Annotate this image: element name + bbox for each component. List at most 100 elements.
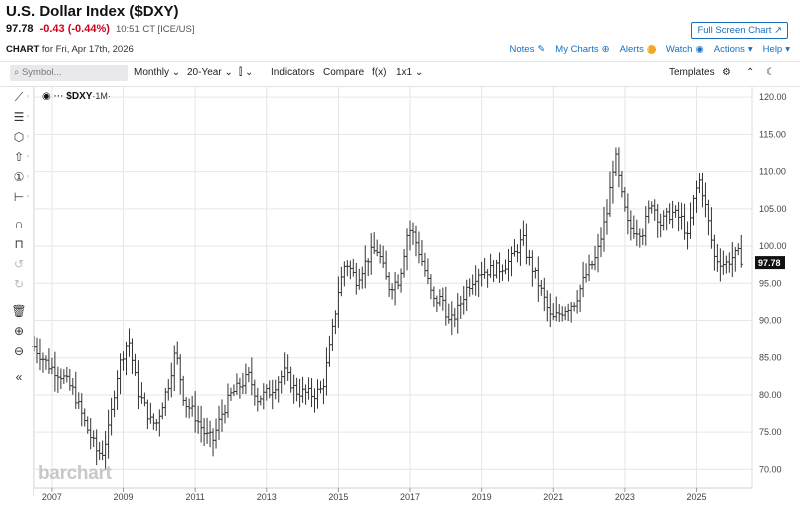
chart-type-dropdown[interactable]: ⫿ ⌄ [239, 67, 254, 78]
ohlc-bar [250, 357, 254, 396]
ohlc-bar [226, 383, 230, 418]
gear-icon[interactable]: ⚙ [722, 67, 731, 78]
ohlc-bar [632, 215, 636, 239]
ohlc-bar [500, 264, 505, 281]
ohlc-bar [77, 392, 81, 409]
ohlc-bar [253, 379, 257, 406]
ohlc-bar [438, 289, 442, 307]
page-title: U.S. Dollar Index ($DXY) [6, 3, 179, 20]
ohlc-bar [727, 252, 731, 273]
ohlc-bar [312, 388, 317, 413]
layout-dropdown[interactable]: 1x1 ⌄ [396, 67, 424, 78]
annotation-icon[interactable]: ① › [13, 170, 29, 184]
ohlc-bar [506, 248, 511, 282]
ohlc-bar [378, 244, 382, 264]
shape-icon[interactable]: ⬡ › [13, 130, 29, 144]
compare-button[interactable]: Compare [323, 67, 365, 78]
actions-menu[interactable]: Actions ▾ [713, 44, 753, 55]
moon-icon[interactable]: ☾ [766, 67, 775, 78]
pencil-icon[interactable]: ⟋ › [14, 90, 29, 104]
x-axis: 2007 2009 2011 2013 2015 2017 2019 2021 2023 2025 [34, 487, 752, 502]
arrow-up-icon[interactable]: ⇧ › [13, 150, 29, 164]
search-icon: ⌕ [14, 67, 20, 78]
ohlc-bar [289, 366, 293, 393]
ohlc-bar [56, 366, 60, 393]
symbol-search-input[interactable]: ⌕ Symbol... [10, 65, 128, 81]
eye-icon: ◉ [695, 44, 704, 55]
ohlc-bar [223, 404, 227, 424]
ohlc-bar [572, 302, 576, 312]
ohlc-bar [47, 348, 51, 374]
indicators-button[interactable]: Indicators [271, 67, 315, 78]
ohlc-bar [674, 205, 678, 218]
x-tick-label: 2007 [42, 492, 62, 502]
ohlc-bar [384, 250, 388, 280]
ohlc-bar [545, 290, 549, 322]
ohlc-bar [480, 261, 484, 287]
y-tick-label: 90.00 [759, 316, 782, 326]
x-tick-label: 2013 [257, 492, 277, 502]
chart-date-line: CHART for Fri, Apr 17th, 2026 [6, 44, 134, 55]
ohlc-bar [659, 213, 663, 238]
ohlc-bar [241, 372, 245, 395]
undo-icon[interactable]: ↺ [13, 257, 25, 271]
ohlc-bar [426, 258, 430, 285]
zoom-out-icon[interactable]: ⊖ [13, 344, 25, 358]
zoom-in-icon[interactable]: ⊕ [13, 324, 25, 338]
ohlc-bar [277, 376, 281, 403]
ohlc-bar [503, 259, 508, 275]
ohlc-bar [599, 227, 603, 258]
ohlc-bar [211, 428, 215, 457]
period-dropdown[interactable]: Monthly ⌄ [134, 67, 181, 78]
help-menu[interactable]: Help ▾ [762, 44, 790, 55]
redo-icon[interactable]: ↻ [13, 277, 25, 291]
chevron-up-icon[interactable]: ⌃ [746, 67, 755, 78]
ohlc-bar [139, 382, 144, 404]
watch-link[interactable]: Watch ◉ [665, 44, 704, 55]
ohlc-bar [671, 200, 675, 229]
ohlc-bar [491, 260, 496, 283]
ohlc-bar [169, 362, 173, 398]
fib-icon[interactable]: ☰ › [13, 110, 29, 124]
full-screen-button[interactable]: Full Screen Chart ↗ [691, 22, 788, 39]
ohlc-bar [584, 263, 588, 283]
my-charts-link[interactable]: My Charts ⊕ [555, 44, 610, 55]
ohlc-bar [333, 310, 338, 335]
ohlc-bar [450, 301, 454, 336]
trash-icon[interactable]: 🗑 [11, 304, 27, 318]
quote-time: 10:51 CT [ICE/US] [115, 24, 195, 35]
ohlc-bar [142, 392, 147, 407]
templates-button[interactable]: Templates [669, 67, 715, 78]
ohlc-bar [303, 384, 308, 405]
eye-icon[interactable]: ◉ [42, 91, 51, 102]
ohlc-bar [133, 353, 138, 376]
notes-link[interactable]: Notes ✎ [509, 44, 546, 55]
ohlc-bar [620, 171, 624, 198]
ohlc-bar [175, 341, 179, 365]
ohlc-bar [345, 260, 349, 277]
ohlc-bar [86, 416, 90, 434]
fx-button[interactable]: f(x) [372, 67, 387, 78]
ohlc-bar [530, 250, 534, 287]
ohlc-bar [694, 180, 699, 213]
ohlc-bar [154, 419, 158, 431]
lock-icon[interactable]: ⊓ [14, 237, 24, 251]
ohlc-bar [566, 303, 570, 322]
ohlc-bar [721, 250, 725, 275]
ohlc-bar [733, 247, 737, 272]
ohlc-bar [124, 341, 129, 376]
chart-legend: ◉ ⋯ $DXY·1M· [42, 91, 111, 102]
ohlc-bar [357, 268, 361, 290]
magnet-icon[interactable]: ∩ [14, 217, 24, 231]
x-tick-label: 2023 [615, 492, 635, 502]
ohlc-bar [71, 378, 75, 395]
ohlc-bar [369, 232, 373, 275]
range-dropdown[interactable]: 20-Year ⌄ [187, 67, 233, 78]
collapse-icon[interactable]: « [15, 370, 23, 384]
measure-icon[interactable]: ⊢ › [13, 190, 29, 204]
ohlc-bar [363, 245, 367, 289]
ohlc-bar [306, 377, 311, 400]
alerts-link[interactable]: Alerts! [620, 44, 656, 55]
ohlc-bar [187, 398, 191, 419]
